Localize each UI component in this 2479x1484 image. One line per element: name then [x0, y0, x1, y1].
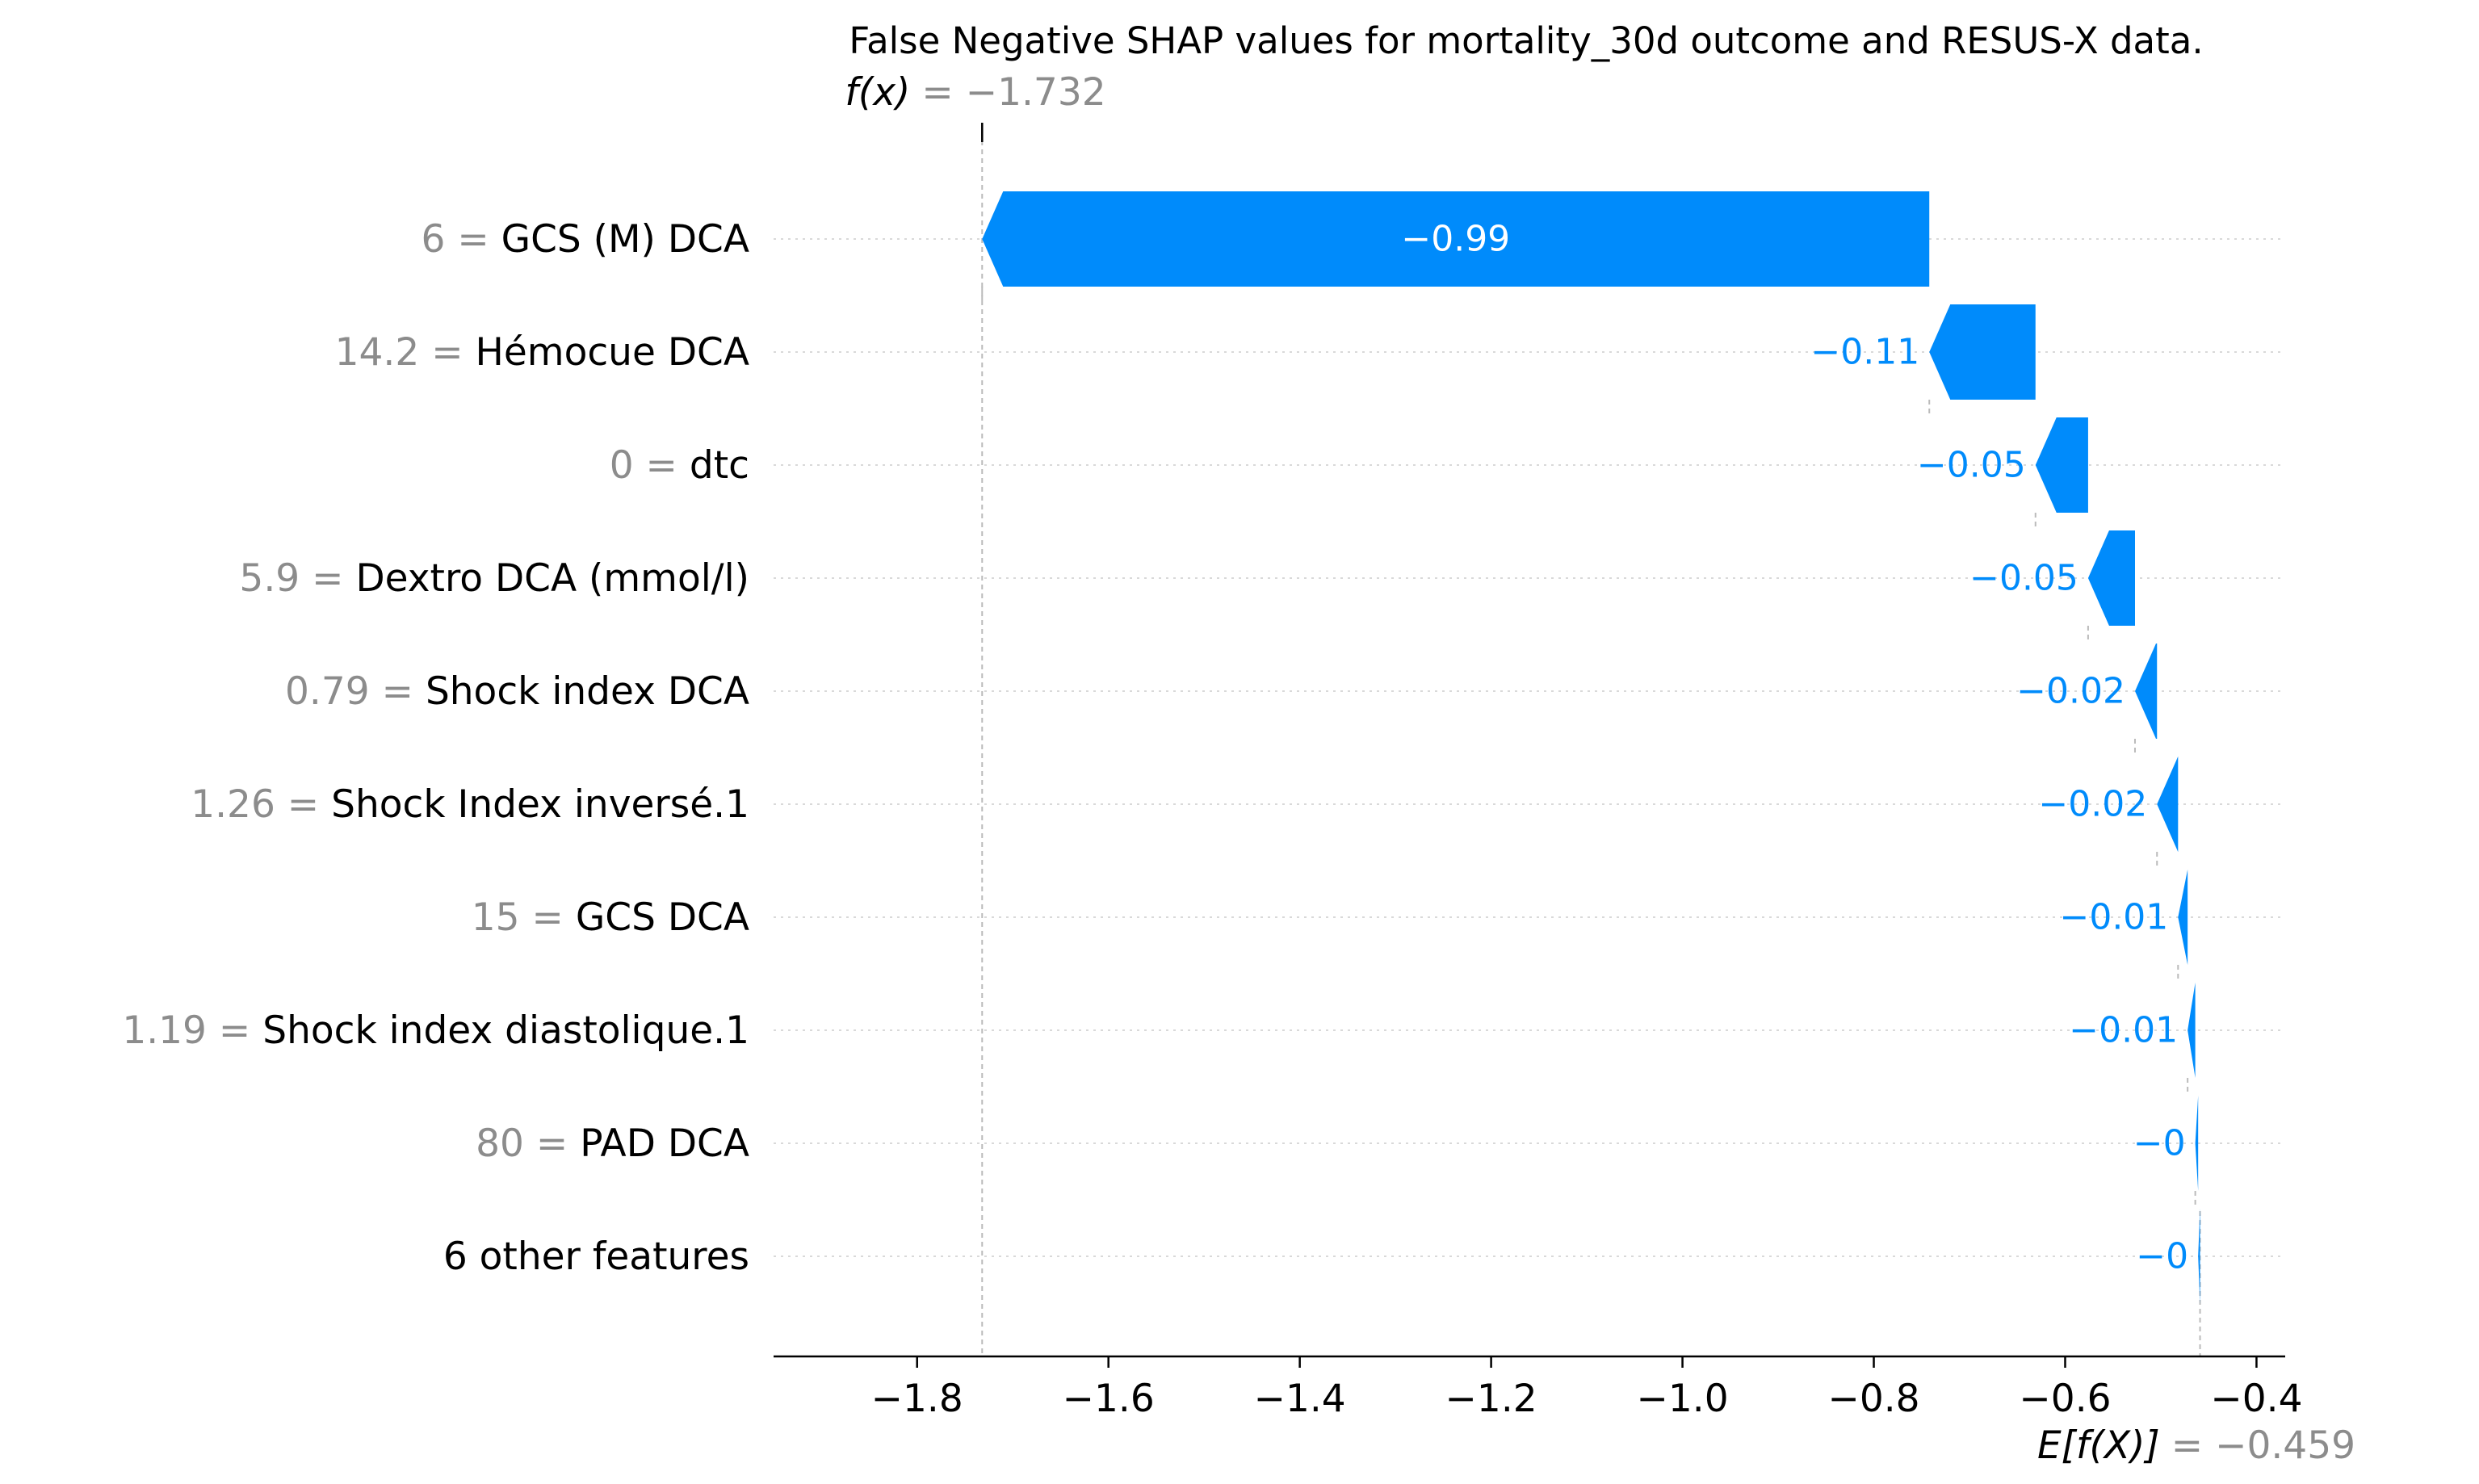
- bars: −0.99 −0.11 −0.05 −0.05 −0.02 −0.02 −0.01 −0.01…: [982, 191, 2200, 1304]
- feature-label: 6 other features: [443, 1235, 749, 1279]
- feature-value: 0.79 =: [285, 669, 426, 714]
- feature-labels: 6 = GCS (M) DCA 14.2 = Hémocue DCA 0 = dtc…: [122, 217, 749, 1279]
- x-tick-label: −0.4: [2210, 1377, 2302, 1421]
- x-tick-label: −1.4: [1254, 1377, 1346, 1421]
- grid-lines: [774, 238, 2285, 1257]
- feature-name: dtc: [690, 443, 749, 488]
- feature-name: GCS (M) DCA: [501, 217, 749, 262]
- shap-bar: [2157, 757, 2179, 852]
- chart-title: False Negative SHAP values for mortality…: [849, 19, 2203, 62]
- x-axis-ticks: −1.8 −1.6 −1.4 −1.2 −1.0 −0.8 −0.6 −0.4: [871, 1356, 2303, 1421]
- feature-name: GCS DCA: [576, 895, 749, 940]
- feature-label: 1.19 = Shock index diastolique.1: [122, 1008, 749, 1053]
- fx-annotation: f(x) = −1.732: [845, 70, 1105, 115]
- feature-value: 5.9 =: [239, 556, 355, 601]
- fx-label: f(x): [845, 70, 910, 115]
- feature-name: Hémocue DCA: [476, 330, 749, 375]
- feature-value: 15 =: [472, 895, 576, 940]
- feature-name: Dextro DCA (mmol/l): [355, 556, 749, 601]
- x-tick-label: −1.8: [871, 1377, 963, 1421]
- bar-value-label: −0.11: [1810, 332, 1919, 373]
- feature-label: 0 = dtc: [610, 443, 749, 488]
- feature-label: 6 = GCS (M) DCA: [421, 217, 749, 262]
- feature-value: 80 =: [476, 1121, 580, 1166]
- bar-value-label: −0.02: [2016, 671, 2125, 712]
- ex-label: E[f(X)]: [2037, 1423, 2160, 1468]
- bar-value-label: −0.05: [1917, 445, 2026, 486]
- shap-bar: [2178, 870, 2188, 965]
- feature-label: 5.9 = Dextro DCA (mmol/l): [239, 556, 749, 601]
- feature-label: 15 = GCS DCA: [472, 895, 749, 940]
- feature-value: 0 =: [610, 443, 690, 488]
- shap-bar: [2035, 417, 2088, 513]
- shap-bar: [2195, 1096, 2199, 1191]
- feature-name: Shock index DCA: [426, 669, 749, 714]
- feature-name: 6 other features: [443, 1235, 749, 1279]
- feature-value: 6 =: [421, 217, 501, 262]
- x-tick-label: −1.2: [1445, 1377, 1537, 1421]
- bar-value-label: −0: [2136, 1236, 2188, 1277]
- feature-name: PAD DCA: [580, 1121, 749, 1166]
- feature-value: 1.19 =: [122, 1008, 262, 1053]
- feature-name: Shock index diastolique.1: [262, 1008, 749, 1053]
- bar-value-label: −0.02: [2038, 784, 2147, 825]
- shap-bar: [2198, 1209, 2200, 1304]
- x-tick-label: −1.6: [1063, 1377, 1155, 1421]
- feature-value: 1.26 =: [191, 782, 331, 827]
- shap-bar: [982, 191, 1930, 287]
- feature-label: 0.79 = Shock index DCA: [285, 669, 749, 714]
- x-tick-label: −0.8: [1827, 1377, 1919, 1421]
- bar-value-label: −0.01: [2069, 1010, 2178, 1051]
- feature-label: 14.2 = Hémocue DCA: [335, 330, 749, 375]
- bar-value-label: −0.01: [2059, 897, 2168, 938]
- shap-bar: [2187, 983, 2196, 1078]
- feature-label: 1.26 = Shock Index inversé.1: [191, 782, 749, 827]
- feature-name: Shock Index inversé.1: [331, 782, 749, 827]
- bar-value-label: −0: [2133, 1123, 2186, 1164]
- fx-value-text: = −1.732: [921, 70, 1105, 115]
- x-tick-label: −0.6: [2019, 1377, 2111, 1421]
- ex-value-text: = −0.459: [2171, 1423, 2355, 1468]
- shap-bar: [2134, 643, 2158, 739]
- bar-value-label: −0.99: [1401, 219, 1510, 260]
- bar-value-label: −0.05: [1969, 558, 2078, 599]
- ex-annotation: E[f(X)] = −0.459: [2037, 1423, 2355, 1468]
- feature-value: 14.2 =: [335, 330, 476, 375]
- feature-label: 80 = PAD DCA: [476, 1121, 749, 1166]
- shap-bar: [2087, 530, 2135, 626]
- x-tick-label: −1.0: [1636, 1377, 1728, 1421]
- shap-bar: [1929, 304, 2036, 400]
